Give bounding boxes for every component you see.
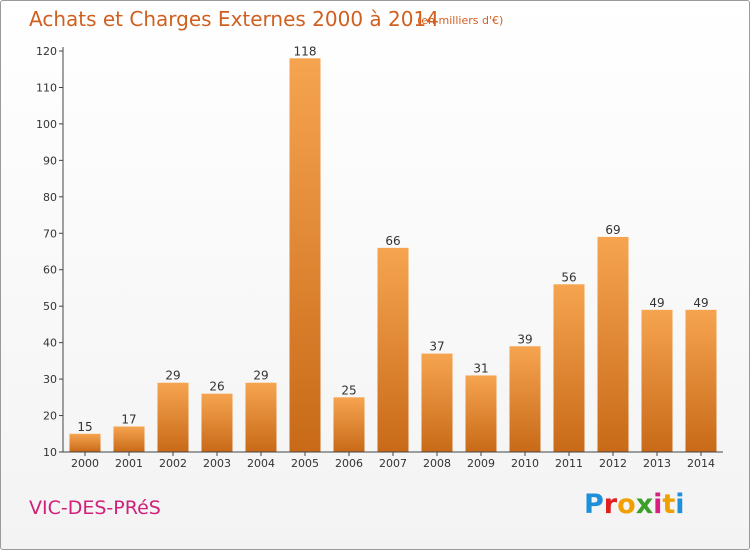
logo-letter: i (675, 489, 685, 520)
x-tick-label: 2006 (335, 457, 363, 470)
y-tick-label: 40 (43, 337, 57, 350)
bar-value-label: 39 (517, 332, 532, 346)
x-tick-label: 2004 (247, 457, 275, 470)
bar-value-label: 118 (294, 44, 317, 58)
bar-value-label: 15 (77, 420, 92, 434)
bar-value-label: 26 (209, 380, 224, 394)
y-tick-label: 120 (36, 45, 57, 58)
x-axis: 2000 2001 2002 2003 2004 2005 2006 2007 2008 2009… (63, 451, 723, 470)
y-tick-label: 100 (36, 118, 57, 131)
y-tick-label: 110 (36, 81, 57, 94)
bar-2001 (113, 426, 145, 452)
proxiti-logo[interactable]: Proxiti (584, 489, 685, 520)
bar-value-label: 17 (121, 412, 136, 426)
bar-2009 (465, 375, 497, 452)
x-tick-label: 2012 (599, 457, 627, 470)
x-tick-label: 2009 (467, 457, 495, 470)
y-tick-label: 70 (43, 227, 57, 240)
y-axis: 10 20 30 40 50 60 70 80 90 100 110 120 (36, 45, 64, 459)
bar-2011 (553, 284, 585, 452)
x-tick-label: 2007 (379, 457, 407, 470)
x-tick-label: 2014 (687, 457, 715, 470)
bar-2014 (685, 309, 717, 452)
y-tick-label: 30 (43, 373, 57, 386)
logo-letter: x (635, 489, 654, 520)
bar-2002 (157, 382, 189, 452)
x-tick-label: 2002 (159, 457, 187, 470)
bar-2000 (69, 433, 101, 452)
bar-2006 (333, 397, 365, 452)
y-tick-label: 10 (43, 446, 57, 459)
bar-value-label: 49 (649, 296, 664, 310)
chart-title: Achats et Charges Externes 2000 à 2014 (29, 7, 439, 31)
bar-chart: 10 20 30 40 50 60 70 80 90 100 110 120 15 17 29 26 29 11… (36, 44, 723, 470)
commune-name: VIC-DES-PRéS (29, 497, 161, 519)
y-tick-label: 60 (43, 264, 57, 277)
bar-2008 (421, 353, 453, 452)
logo-letter: i (653, 489, 663, 520)
bar-2007 (377, 247, 409, 452)
x-tick-label: 2000 (71, 457, 99, 470)
x-tick-label: 2010 (511, 457, 539, 470)
bar-2003 (201, 393, 233, 452)
bar-value-label: 49 (693, 296, 708, 310)
chart-subtitle: (en milliers d'€) (417, 14, 504, 27)
x-tick-label: 2005 (291, 457, 319, 470)
bar-2004 (245, 382, 277, 452)
y-tick-label: 90 (43, 154, 57, 167)
x-tick-label: 2008 (423, 457, 451, 470)
x-tick-label: 2003 (203, 457, 231, 470)
logo-letter: r (603, 489, 618, 520)
bar-2013 (641, 309, 673, 452)
logo-letter: o (617, 489, 636, 520)
x-tick-label: 2001 (115, 457, 143, 470)
bar-2005 (289, 58, 321, 453)
x-tick-label: 2011 (555, 457, 583, 470)
logo-letter: t (662, 489, 676, 520)
logo-letter: P (584, 489, 604, 520)
bar-value-label: 56 (561, 270, 576, 284)
bar-value-label: 31 (473, 361, 488, 375)
y-tick-label: 20 (43, 410, 57, 423)
x-tick-label: 2013 (643, 457, 671, 470)
bar-value-label: 66 (385, 234, 400, 248)
bar-value-label: 37 (429, 340, 444, 354)
bars: 15 17 29 26 29 118 25 66 37 31 39 56 69 49 49 (69, 44, 717, 453)
y-tick-label: 50 (43, 300, 57, 313)
bar-2010 (509, 346, 541, 452)
bar-value-label: 29 (253, 369, 268, 383)
bar-2012 (597, 236, 629, 452)
bar-value-label: 25 (341, 383, 356, 397)
bar-value-label: 69 (605, 223, 620, 237)
y-tick-label: 80 (43, 191, 57, 204)
bar-value-label: 29 (165, 369, 180, 383)
